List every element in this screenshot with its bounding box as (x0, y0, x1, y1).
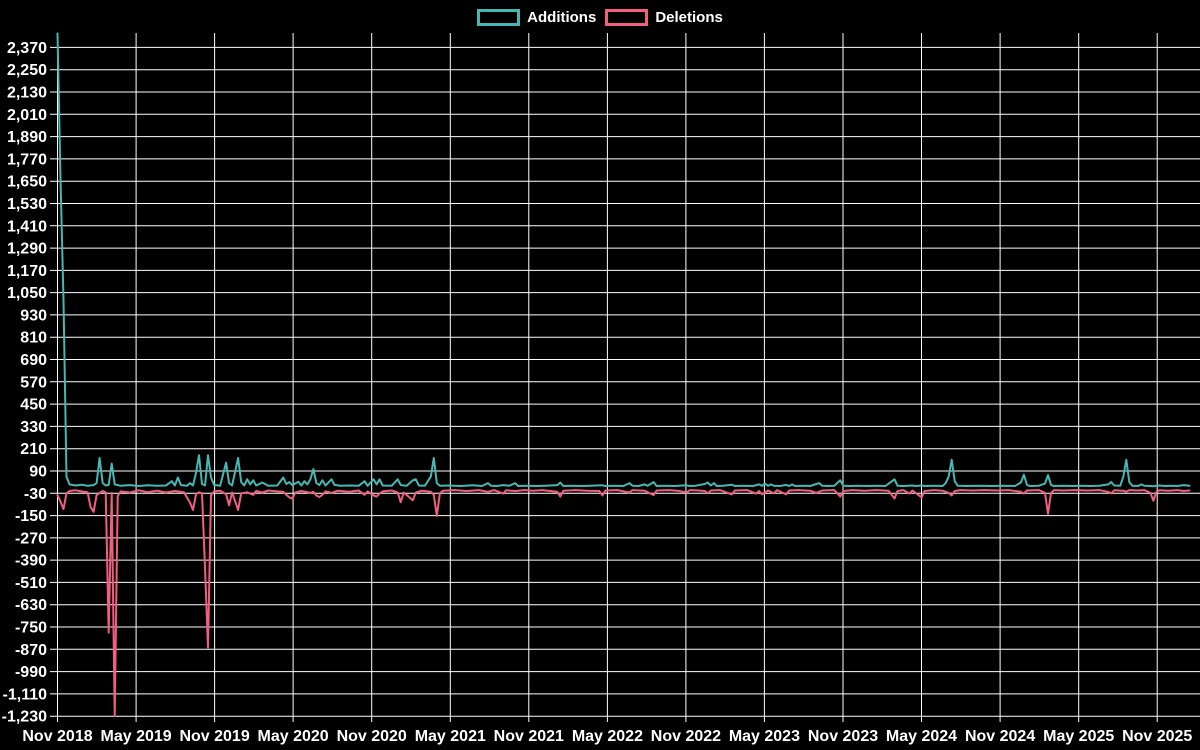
x-axis-tick-label: Nov 2019 (179, 728, 249, 745)
deletions-swatch (605, 9, 649, 26)
x-axis-tick-label: May 2019 (101, 728, 172, 745)
y-axis-tick-label: 1,290 (7, 241, 47, 258)
y-axis-tick-label: 1,890 (7, 129, 47, 146)
y-axis-tick-label: 930 (20, 307, 47, 324)
x-axis-tick-label: May 2020 (258, 728, 329, 745)
y-axis-tick-label: -30 (24, 486, 47, 503)
y-axis-tick-label: -150 (15, 508, 47, 525)
x-axis-tick-label: May 2023 (729, 728, 800, 745)
y-axis-tick-label: 1,650 (7, 174, 47, 191)
y-axis-tick-label: -1,110 (3, 686, 48, 703)
y-axis-tick-label: 690 (20, 352, 47, 369)
x-axis-tick-label: Nov 2020 (337, 728, 407, 745)
y-axis-tick-label: -630 (15, 597, 47, 614)
y-axis-tick-label: -870 (15, 642, 47, 659)
y-axis-tick-label: 210 (20, 441, 47, 458)
legend-item-deletions[interactable]: Deletions (605, 9, 723, 26)
x-axis-tick-label: Nov 2023 (808, 728, 878, 745)
chart-legend: Additions Deletions (0, 9, 1200, 26)
y-axis-tick-label: 810 (20, 330, 47, 347)
y-axis-tick-label: 1,170 (7, 263, 47, 280)
y-axis-tick-label: -270 (15, 530, 47, 547)
x-axis-tick-label: Nov 2021 (494, 728, 564, 745)
x-axis-tick-label: May 2021 (415, 728, 486, 745)
x-axis-tick-label: Nov 2022 (651, 728, 721, 745)
deletions-legend-label: Deletions (655, 9, 723, 26)
y-axis-tick-label: -1,230 (2, 709, 47, 726)
additions-line (56, 32, 1191, 488)
y-axis-tick-label: -390 (15, 553, 47, 570)
y-axis-tick-label: 2,250 (7, 62, 47, 79)
y-axis-tick-label: 1,770 (7, 151, 47, 168)
y-axis-tick-label: 90 (29, 464, 47, 481)
y-axis-tick-label: -750 (15, 620, 47, 637)
x-axis-tick-label: Nov 2024 (965, 728, 1035, 745)
y-axis-tick-label: 1,410 (7, 218, 47, 235)
y-axis-tick-label: 2,010 (7, 107, 47, 124)
x-axis-tick-label: Nov 2018 (22, 728, 92, 745)
deletions-line (56, 489, 1191, 718)
y-axis-tick-label: 570 (20, 374, 47, 391)
y-axis-tick-label: 450 (20, 397, 47, 414)
y-axis-tick-label: 2,130 (7, 85, 47, 102)
additions-legend-label: Additions (527, 9, 597, 26)
y-axis-tick-label: 330 (20, 419, 47, 436)
y-axis-tick-label: -510 (15, 575, 47, 592)
legend-item-additions[interactable]: Additions (477, 9, 596, 26)
x-axis-tick-label: Nov 2025 (1122, 728, 1192, 745)
y-axis-tick-label: 2,370 (7, 40, 47, 57)
x-axis-tick-label: May 2025 (1043, 728, 1114, 745)
x-axis-tick-label: May 2022 (572, 728, 643, 745)
y-axis-tick-label: 1,050 (7, 285, 47, 302)
x-axis-tick-label: May 2024 (886, 728, 957, 745)
y-axis-tick-label: -990 (15, 664, 47, 681)
y-axis-tick-label: 1,530 (7, 196, 47, 213)
additions-swatch (477, 9, 521, 26)
